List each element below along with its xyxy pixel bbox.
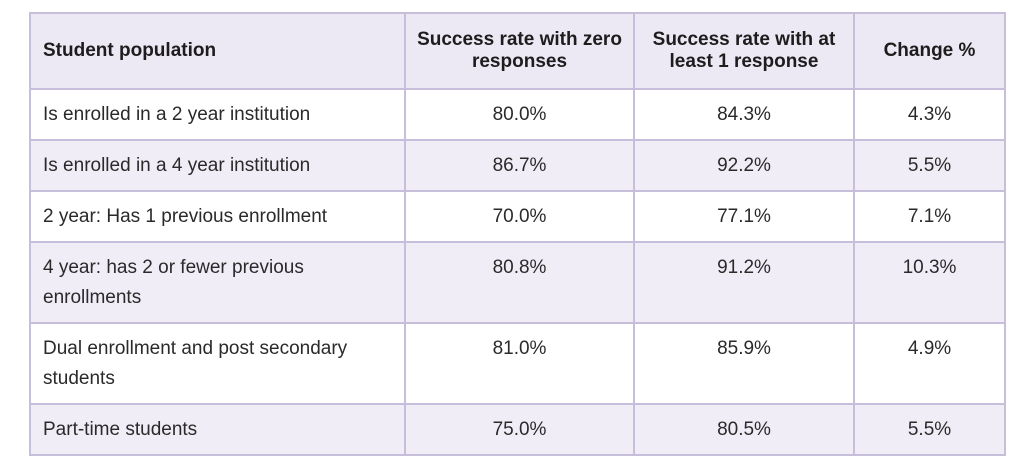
cell-zero-responses: 70.0% xyxy=(404,190,635,243)
header-success-one-response: Success rate with at least 1 response xyxy=(633,12,855,90)
cell-change: 5.5% xyxy=(853,403,1006,456)
header-student-population: Student population xyxy=(29,12,406,90)
table-row: Dual enrollment and post secondary stude… xyxy=(29,322,1006,405)
cell-one-response: 84.3% xyxy=(633,88,855,141)
header-row: Student population Success rate with zer… xyxy=(29,12,1006,90)
success-rate-table-container: Student population Success rate with zer… xyxy=(29,12,1006,456)
cell-change: 4.3% xyxy=(853,88,1006,141)
cell-one-response: 77.1% xyxy=(633,190,855,243)
cell-change: 4.9% xyxy=(853,322,1006,405)
cell-zero-responses: 80.0% xyxy=(404,88,635,141)
cell-population: Dual enrollment and post secondary stude… xyxy=(29,322,406,405)
cell-one-response: 92.2% xyxy=(633,139,855,192)
table-body: Is enrolled in a 2 year institution 80.0… xyxy=(29,88,1006,456)
cell-population: Is enrolled in a 4 year institution xyxy=(29,139,406,192)
cell-one-response: 91.2% xyxy=(633,241,855,324)
table-header: Student population Success rate with zer… xyxy=(29,12,1006,90)
cell-population: 2 year: Has 1 previous enrollment xyxy=(29,190,406,243)
table-row: Is enrolled in a 2 year institution 80.0… xyxy=(29,88,1006,141)
success-rate-table: Student population Success rate with zer… xyxy=(29,12,1006,456)
cell-population: Is enrolled in a 2 year institution xyxy=(29,88,406,141)
cell-zero-responses: 86.7% xyxy=(404,139,635,192)
table-row: Part-time students 75.0% 80.5% 5.5% xyxy=(29,403,1006,456)
cell-zero-responses: 80.8% xyxy=(404,241,635,324)
cell-population: 4 year: has 2 or fewer previous enrollme… xyxy=(29,241,406,324)
cell-change: 5.5% xyxy=(853,139,1006,192)
table-row: Is enrolled in a 4 year institution 86.7… xyxy=(29,139,1006,192)
table-row: 4 year: has 2 or fewer previous enrollme… xyxy=(29,241,1006,324)
cell-population: Part-time students xyxy=(29,403,406,456)
cell-zero-responses: 81.0% xyxy=(404,322,635,405)
cell-one-response: 85.9% xyxy=(633,322,855,405)
cell-change: 7.1% xyxy=(853,190,1006,243)
table-row: 2 year: Has 1 previous enrollment 70.0% … xyxy=(29,190,1006,243)
cell-one-response: 80.5% xyxy=(633,403,855,456)
header-change-percent: Change % xyxy=(853,12,1006,90)
header-success-zero-responses: Success rate with zero responses xyxy=(404,12,635,90)
cell-zero-responses: 75.0% xyxy=(404,403,635,456)
cell-change: 10.3% xyxy=(853,241,1006,324)
